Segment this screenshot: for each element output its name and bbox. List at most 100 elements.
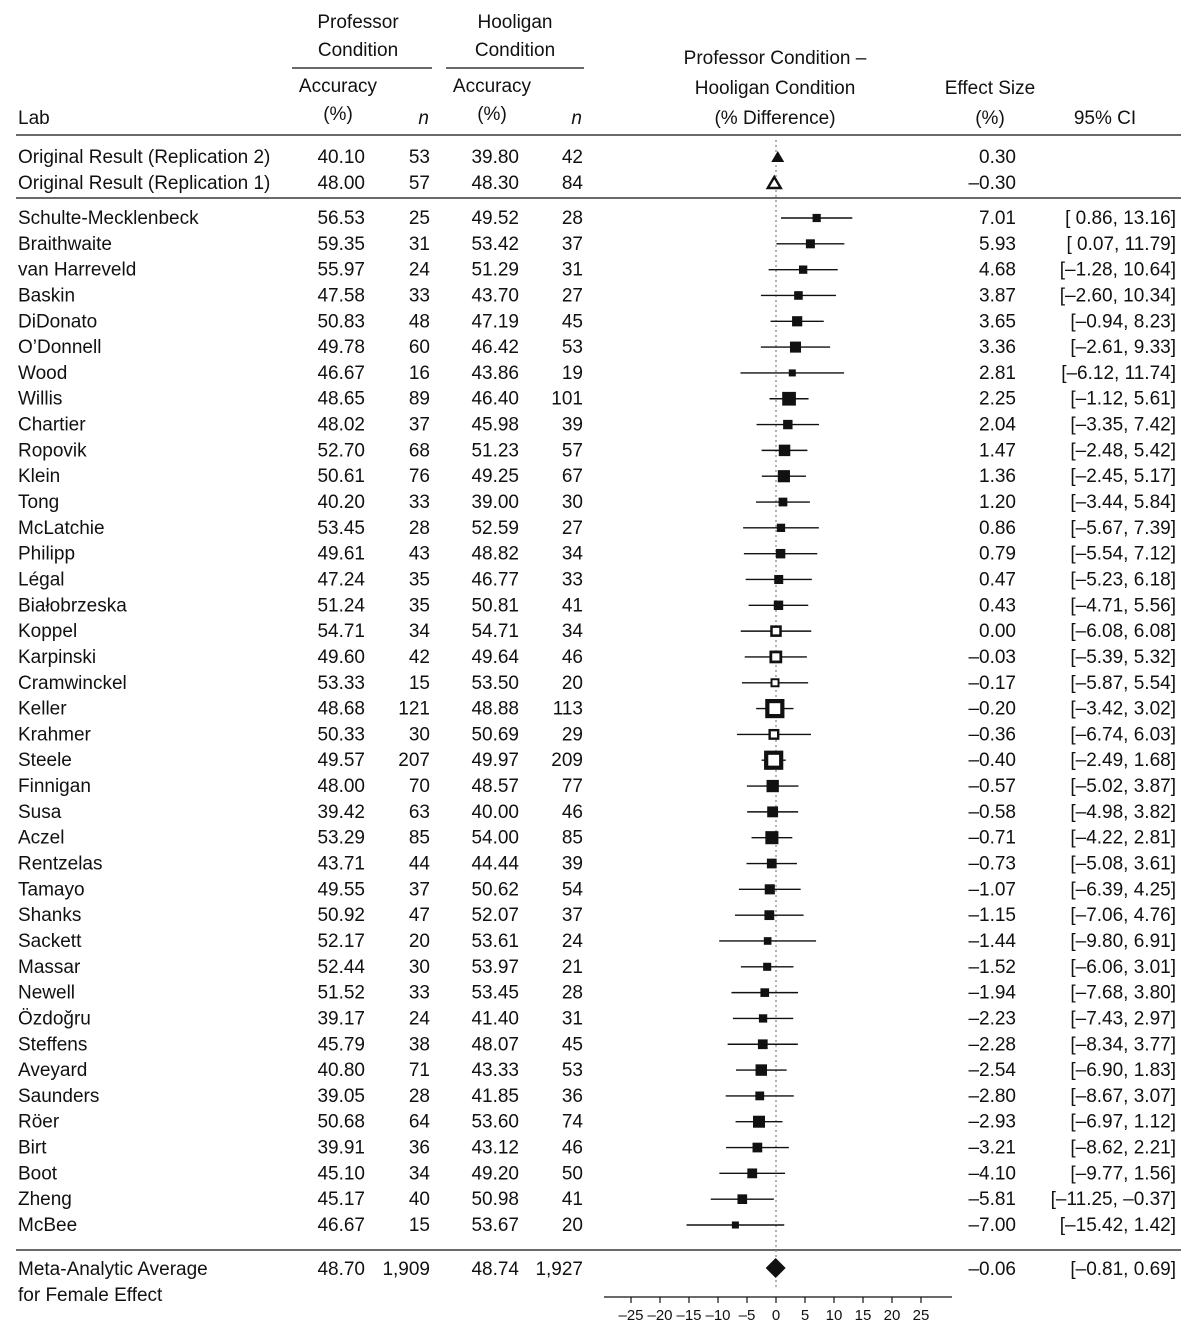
lab-row-baskin-hool-accuracy: 43.70 — [471, 285, 519, 306]
lab-row-newell-effect-size: –1.94 — [968, 983, 1016, 1004]
lab-row-shanks-hool-n: 37 — [562, 905, 583, 926]
lab-row-bia-obrzeska-effect-size: 0.43 — [979, 595, 1016, 616]
lab-row-keller-effect-size: –0.20 — [968, 699, 1016, 720]
lab-row-massar-hool-n: 21 — [562, 957, 583, 978]
lab-row-shanks-effect-size: –1.15 — [968, 905, 1016, 926]
header-difference-line1: Professor Condition – — [684, 48, 867, 69]
lab-row-krahmer-prof-n: 30 — [409, 724, 430, 745]
header-professor-line1: Professor — [317, 12, 399, 33]
lab-row-tong-label: Tong — [18, 492, 59, 513]
lab-row-cramwinckel-prof-n: 15 — [409, 673, 430, 694]
lab-row-tong-square-marker — [778, 497, 788, 507]
lab-row-keller-square-marker — [765, 698, 785, 719]
original-result-1-hool-n: 42 — [562, 147, 583, 168]
lab-row-karpinski-prof-n: 42 — [409, 647, 430, 668]
lab-row-zheng-ci: [–11.25, –0.37] — [1051, 1189, 1176, 1210]
header-difference-line2: Hooligan Condition — [695, 78, 856, 99]
lab-row-birt-prof-accuracy: 39.91 — [317, 1138, 365, 1159]
lab-row-le-gal-ci: [–5.23, 6.18] — [1070, 569, 1176, 590]
lab-row-bia-obrzeska-ci: [–4.71, 5.56] — [1070, 595, 1176, 616]
lab-row-shanks-prof-n: 47 — [409, 905, 430, 926]
lab-row-willis-hool-n: 101 — [551, 389, 583, 410]
lab-row-boot-prof-n: 34 — [409, 1163, 431, 1184]
lab-row-wood-hool-accuracy: 43.86 — [471, 363, 519, 384]
lab-row-tong-ci: [–3.44, 5.84] — [1070, 492, 1176, 513]
lab-row-bia-obrzeska-square-marker — [773, 600, 784, 611]
lab-row-steele-square-marker — [764, 750, 784, 770]
lab-row-keller-label: Keller — [18, 699, 67, 720]
header-professor-line2: Condition — [318, 40, 398, 61]
header-difference-line3: (% Difference) — [714, 108, 835, 129]
lab-row-mcbee-hool-accuracy: 53.67 — [471, 1215, 519, 1236]
lab-row-keller-ci: [–3.42, 3.02] — [1070, 699, 1176, 720]
lab-row-saunders-effect-size: –2.80 — [968, 1086, 1016, 1107]
lab-row-willis-prof-accuracy: 48.65 — [317, 389, 365, 410]
lab-row-zheng-hool-accuracy: 50.98 — [471, 1189, 519, 1210]
lab-row-o-donnell-prof-accuracy: 49.78 — [317, 337, 365, 358]
lab-row-philipp-hool-accuracy: 48.82 — [471, 544, 519, 565]
lab-row-newell-hool-accuracy: 53.45 — [471, 983, 519, 1004]
lab-row-chartier-hool-accuracy: 45.98 — [471, 415, 519, 436]
lab-row-steffens-prof-accuracy: 45.79 — [317, 1034, 365, 1055]
lab-row-rentzelas-square-marker — [766, 858, 777, 869]
lab-row-braithwaite-hool-n: 37 — [562, 234, 583, 255]
lab-row-aveyard-ci: [–6.90, 1.83] — [1070, 1060, 1176, 1081]
meta-prof-n: 1,909 — [382, 1259, 430, 1280]
lab-row-o-zdog-ru-prof-n: 24 — [409, 1008, 431, 1029]
lab-row-koppel-ci: [–6.08, 6.08] — [1070, 621, 1176, 642]
lab-row-sackett-prof-n: 20 — [409, 931, 430, 952]
x-tick-label: 15 — [855, 1307, 872, 1324]
lab-row-karpinski-effect-size: –0.03 — [968, 647, 1016, 668]
lab-row-philipp-square-marker — [775, 548, 786, 559]
original-result-2-effect-size: –0.30 — [968, 173, 1016, 194]
lab-row-braithwaite-square-marker — [805, 239, 815, 249]
lab-row-birt-square-marker — [752, 1142, 763, 1153]
lab-row-o-zdog-ru-hool-n: 31 — [562, 1008, 583, 1029]
meta-diamond-marker — [765, 1258, 786, 1278]
lab-row-braithwaite-effect-size: 5.93 — [979, 234, 1016, 255]
lab-row-keller-prof-accuracy: 48.68 — [317, 699, 365, 720]
lab-row-philipp-prof-n: 43 — [409, 544, 430, 565]
lab-row-zheng-prof-n: 40 — [409, 1189, 430, 1210]
lab-row-massar-hool-accuracy: 53.97 — [471, 957, 519, 978]
x-axis: –25 –20 –15 –10 –5 0 5 10 15 20 25 — [604, 1296, 952, 1324]
lab-row-zheng-effect-size: –5.81 — [968, 1189, 1016, 1210]
lab-row-sackett-hool-accuracy: 53.61 — [471, 931, 519, 952]
lab-row-o-donnell-prof-n: 60 — [409, 337, 430, 358]
lab-row-sackett-prof-accuracy: 52.17 — [317, 931, 365, 952]
lab-row-koppel-effect-size: 0.00 — [979, 621, 1016, 642]
lab-row-cramwinckel-square-marker — [770, 678, 780, 688]
lab-row-shanks-prof-accuracy: 50.92 — [317, 905, 365, 926]
lab-row-mcbee-hool-n: 20 — [562, 1215, 583, 1236]
lab-row-wood-effect-size: 2.81 — [979, 363, 1016, 384]
lab-row-finnigan-ci: [–5.02, 3.87] — [1070, 776, 1176, 797]
lab-row-baskin-effect-size: 3.87 — [979, 285, 1016, 306]
lab-row-wood-square-marker — [788, 369, 796, 377]
meta-analytic-row: Meta-Analytic Average for Female Effect … — [18, 1258, 1176, 1306]
lab-row-massar-effect-size: –1.52 — [968, 957, 1016, 978]
lab-row-bia-obrzeska-label: Białobrzeska — [18, 595, 127, 616]
lab-row-braithwaite-ci: [ 0.07, 11.79] — [1066, 234, 1176, 255]
lab-row-newell-hool-n: 28 — [562, 983, 583, 1004]
lab-row-krahmer-square-marker — [768, 728, 780, 740]
lab-row-saunders-prof-n: 28 — [409, 1086, 430, 1107]
lab-row-steele-hool-accuracy: 49.97 — [471, 750, 519, 771]
lab-row-krahmer-hool-n: 29 — [562, 724, 583, 745]
lab-row-schulte-mecklenbeck-ci: [ 0.86, 13.16] — [1065, 208, 1176, 229]
lab-row-birt-effect-size: –3.21 — [968, 1138, 1016, 1159]
lab-row-mcbee-square-marker — [731, 1221, 739, 1229]
lab-row-tong-effect-size: 1.20 — [979, 492, 1016, 513]
lab-row-boot-prof-accuracy: 45.10 — [317, 1163, 365, 1184]
lab-row-wood-hool-n: 19 — [562, 363, 583, 384]
lab-row-tamayo-hool-n: 54 — [562, 879, 584, 900]
lab-row-tong-hool-n: 30 — [562, 492, 583, 513]
lab-row-van-harreveld-prof-n: 24 — [409, 260, 431, 281]
lab-row-rentzelas-ci: [–5.08, 3.61] — [1070, 854, 1176, 875]
lab-row-mclatchie-hool-n: 27 — [562, 518, 583, 539]
lab-row-mcbee-prof-n: 15 — [409, 1215, 430, 1236]
lab-row-o-zdog-ru-hool-accuracy: 41.40 — [471, 1008, 519, 1029]
lab-row-baskin-label: Baskin — [18, 285, 75, 306]
lab-row-didonato-hool-accuracy: 47.19 — [471, 311, 519, 332]
lab-row-schulte-mecklenbeck-hool-n: 28 — [562, 208, 583, 229]
original-result-2-hool-n: 84 — [562, 173, 584, 194]
